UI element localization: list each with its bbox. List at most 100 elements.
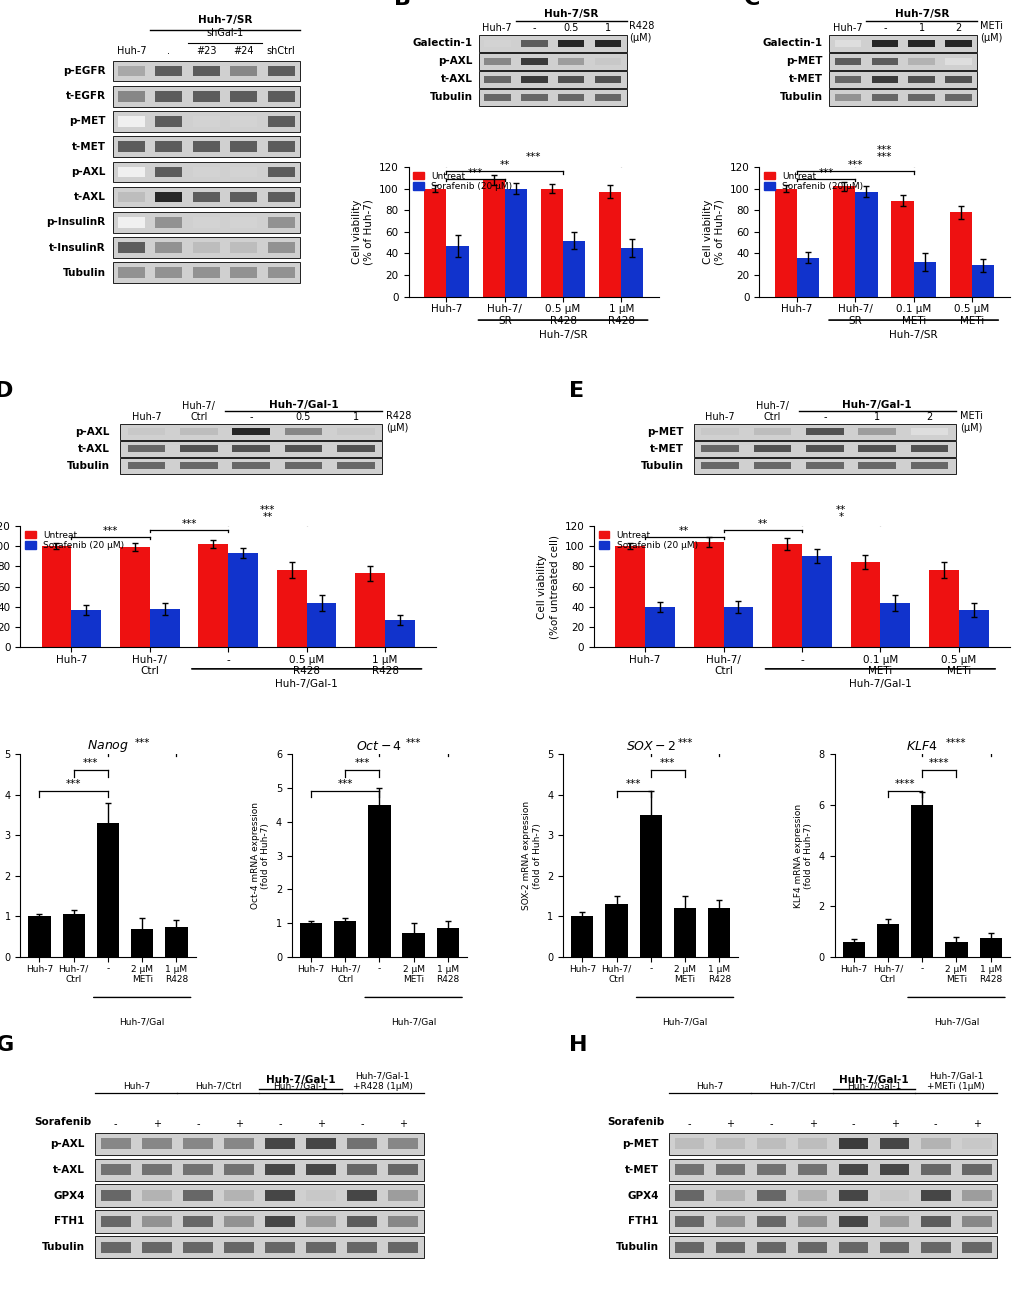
Bar (756, 1216, 786, 1227)
Text: +: + (153, 1119, 161, 1128)
Y-axis label: Cell viability
(% of Huh-7): Cell viability (% of Huh-7) (702, 199, 723, 265)
Bar (120, 547, 150, 647)
Bar (674, 1191, 703, 1201)
Bar (876, 924, 899, 957)
Bar (388, 1165, 418, 1175)
Bar (120, 424, 382, 439)
Bar (700, 463, 738, 469)
Bar (753, 463, 791, 469)
Bar (639, 815, 661, 957)
Bar (521, 57, 547, 65)
Y-axis label: KLF4 mRNA expression
(fold of Huh-7): KLF4 mRNA expression (fold of Huh-7) (793, 803, 812, 907)
Bar (193, 166, 219, 177)
Bar (961, 1139, 990, 1149)
Bar (142, 1191, 171, 1201)
Text: t-AXL: t-AXL (73, 192, 105, 202)
Bar (182, 1139, 212, 1149)
Bar (920, 1216, 950, 1227)
Bar (674, 1242, 703, 1253)
Bar (605, 905, 627, 957)
Bar (193, 192, 219, 203)
Text: Tubulin: Tubulin (42, 1243, 85, 1252)
Bar (120, 458, 382, 474)
Bar (594, 94, 621, 101)
Bar (805, 445, 843, 452)
Bar (715, 1242, 745, 1253)
Bar (385, 620, 415, 647)
Bar (224, 1139, 254, 1149)
Text: .: . (167, 46, 170, 56)
Bar (112, 161, 300, 182)
Bar (557, 57, 584, 65)
Bar (306, 1216, 335, 1227)
Bar (614, 546, 644, 647)
Bar (179, 445, 217, 452)
Text: ***: *** (847, 160, 862, 170)
Text: #23: #23 (196, 46, 216, 56)
Bar (193, 217, 219, 228)
Bar (483, 57, 511, 65)
Bar (228, 554, 258, 647)
Bar (540, 188, 562, 296)
Text: ****: **** (928, 758, 949, 768)
Bar (118, 166, 145, 177)
Text: -: - (687, 1119, 691, 1128)
Bar (797, 1165, 826, 1175)
Bar (224, 1216, 254, 1227)
Text: Huh-7/Gal-1: Huh-7/Gal-1 (268, 400, 338, 410)
Bar (674, 1216, 703, 1227)
Bar (828, 35, 976, 52)
Text: 0.5: 0.5 (296, 412, 311, 423)
Bar (193, 242, 219, 252)
Bar (715, 1216, 745, 1227)
Bar (483, 75, 511, 83)
Bar (346, 1216, 376, 1227)
Bar (267, 217, 294, 228)
Bar (838, 1191, 867, 1201)
Bar (265, 1242, 294, 1253)
Y-axis label: Cell viability
(% of Huh-7): Cell viability (% of Huh-7) (352, 199, 373, 265)
Text: ****: **** (894, 779, 914, 789)
Bar (346, 1165, 376, 1175)
Bar (284, 445, 322, 452)
Bar (267, 166, 294, 177)
Bar (870, 39, 898, 47)
Bar (908, 94, 934, 101)
Bar (855, 192, 876, 296)
Text: +: + (808, 1119, 816, 1128)
Text: -: - (196, 1119, 200, 1128)
Legend: Untreat, Sorafenib (20 μM): Untreat, Sorafenib (20 μM) (763, 172, 862, 191)
Bar (594, 57, 621, 65)
Bar (306, 1139, 335, 1149)
Bar (97, 823, 119, 957)
Bar (267, 268, 294, 278)
Bar (797, 1216, 826, 1227)
Bar (961, 1191, 990, 1201)
Bar (908, 39, 934, 47)
Bar (700, 428, 738, 436)
Bar (118, 242, 145, 252)
Text: Huh-7/Gal: Huh-7/Gal (390, 1018, 436, 1027)
Text: +: + (890, 1119, 898, 1128)
Bar (182, 1216, 212, 1227)
Bar (774, 188, 796, 296)
Bar (858, 445, 895, 452)
Text: B: B (393, 0, 411, 9)
Bar (674, 1139, 703, 1149)
Text: +: + (726, 1119, 734, 1128)
Text: #24: #24 (233, 46, 254, 56)
Bar (130, 928, 153, 957)
Bar (753, 428, 791, 436)
Bar (961, 1165, 990, 1175)
Bar (920, 1139, 950, 1149)
Text: Huh-7/Gal-1: Huh-7/Gal-1 (273, 1082, 327, 1091)
Bar (838, 1165, 867, 1175)
Bar (267, 242, 294, 252)
Text: -: - (249, 412, 253, 423)
Bar (224, 1165, 254, 1175)
Y-axis label: SOX-2 mRNA expression
(fold of Huh-7): SOX-2 mRNA expression (fold of Huh-7) (522, 801, 541, 910)
Bar (182, 1191, 212, 1201)
Bar (95, 1210, 423, 1232)
Bar (834, 75, 860, 83)
Bar (945, 941, 967, 957)
